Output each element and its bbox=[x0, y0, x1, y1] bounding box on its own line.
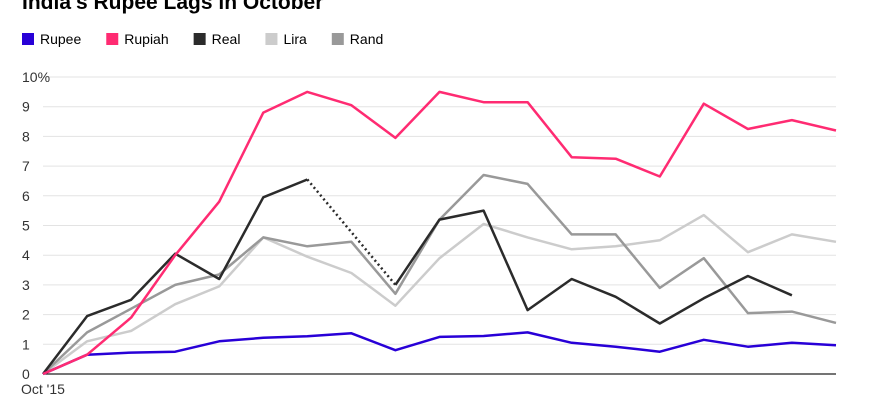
series-line bbox=[42, 213, 837, 376]
y-tick-label: 4 bbox=[22, 247, 30, 263]
y-tick-label: 1 bbox=[22, 336, 30, 352]
line bbox=[394, 209, 793, 325]
y-tick-label: 6 bbox=[22, 188, 30, 204]
y-tick-label: 9 bbox=[22, 99, 30, 115]
legend-label: Rupiah bbox=[124, 31, 168, 47]
line bbox=[42, 213, 837, 376]
legend-swatch bbox=[331, 33, 344, 45]
line bbox=[42, 90, 837, 376]
legend-label: Lira bbox=[283, 31, 307, 47]
series-line bbox=[42, 331, 837, 376]
legend-swatch bbox=[193, 33, 206, 45]
y-tick-label: 10% bbox=[22, 69, 50, 85]
legend-label: Real bbox=[212, 31, 241, 47]
legend-label: Rupee bbox=[40, 31, 81, 47]
series-line bbox=[42, 90, 837, 376]
y-tick-label: 7 bbox=[22, 158, 30, 174]
y-tick-label: 0 bbox=[22, 366, 30, 382]
y-tick-label: 8 bbox=[22, 128, 30, 144]
y-tick-label: 2 bbox=[22, 307, 30, 323]
legend-swatch bbox=[265, 33, 278, 45]
legend-swatch bbox=[106, 33, 119, 45]
y-tick-label: 3 bbox=[22, 277, 30, 293]
legend-swatch bbox=[22, 33, 34, 45]
gap-connector bbox=[306, 178, 397, 286]
line bbox=[42, 331, 837, 376]
x-tick-label: Oct '15 bbox=[21, 381, 65, 397]
legend-label: Rand bbox=[350, 31, 383, 47]
chart-title: India's Rupee Lags in October bbox=[22, 0, 323, 14]
y-tick-label: 5 bbox=[22, 218, 30, 234]
